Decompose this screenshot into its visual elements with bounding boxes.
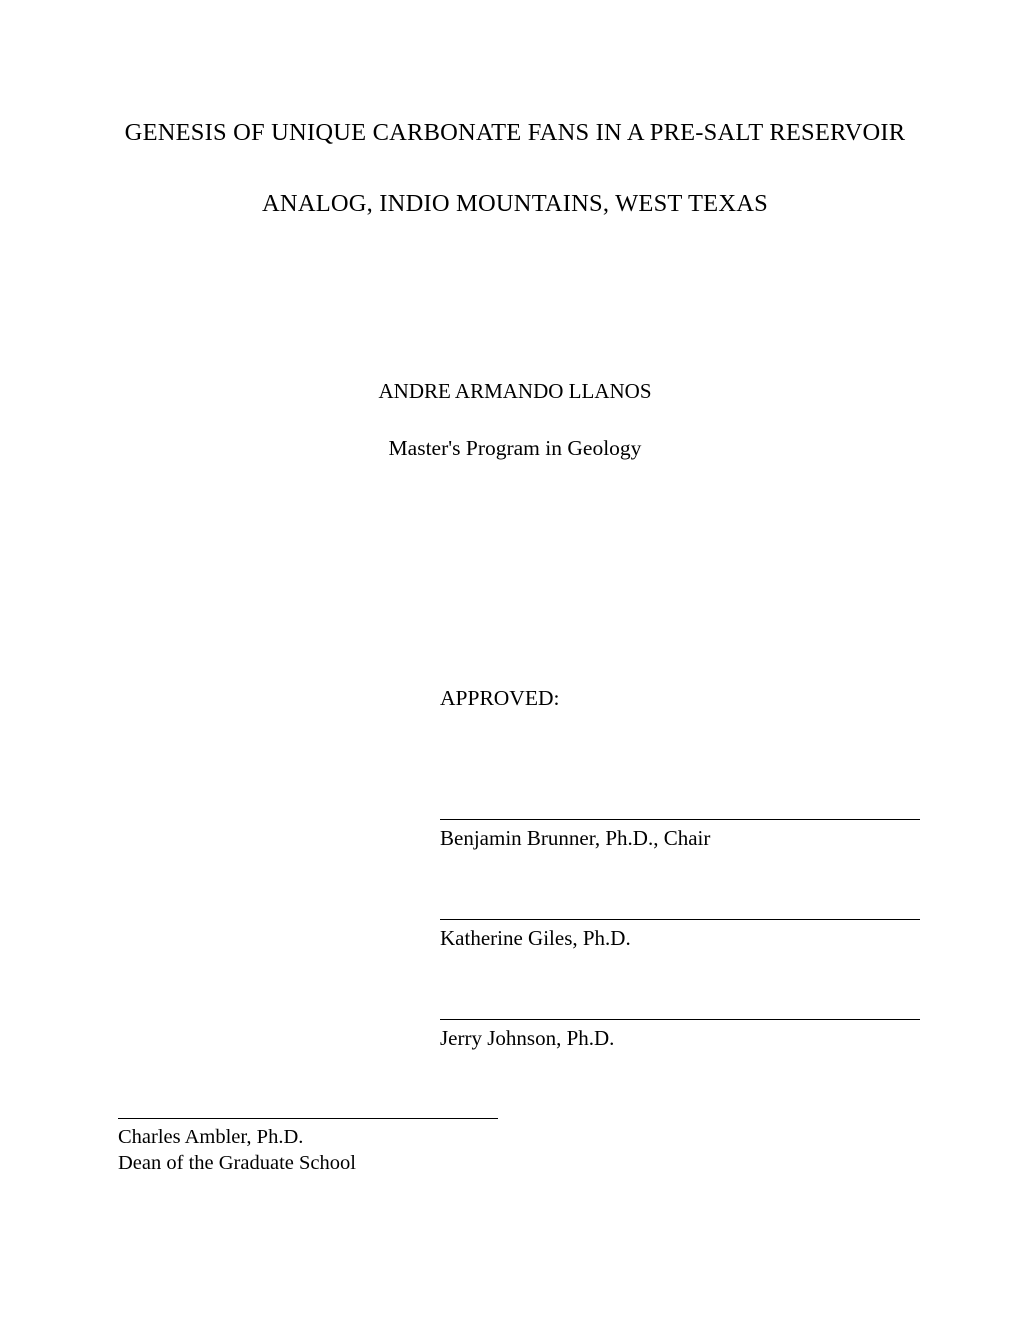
program-name: Master's Program in Geology — [120, 436, 910, 461]
signature-line-member-2: Jerry Johnson, Ph.D. — [440, 1019, 920, 1051]
thesis-title-line1: GENESIS OF UNIQUE CARBONATE FANS IN A PR… — [120, 118, 910, 147]
approval-block: APPROVED: Benjamin Brunner, Ph.D., Chair… — [120, 686, 910, 1051]
dean-name: Charles Ambler, Ph.D. — [118, 1124, 498, 1150]
author-name: ANDRE ARMANDO LLANOS — [120, 379, 910, 404]
approved-label: APPROVED: — [440, 686, 910, 711]
signature-line-member-1: Katherine Giles, Ph.D. — [440, 919, 920, 951]
dean-block: Charles Ambler, Ph.D. Dean of the Gradua… — [118, 1118, 498, 1176]
thesis-title-line2: ANALOG, INDIO MOUNTAINS, WEST TEXAS — [120, 189, 910, 218]
dean-signature-line: Charles Ambler, Ph.D. Dean of the Gradua… — [118, 1118, 498, 1176]
dean-title: Dean of the Graduate School — [118, 1150, 498, 1176]
author-block: ANDRE ARMANDO LLANOS Master's Program in… — [120, 379, 910, 461]
signature-line-chair: Benjamin Brunner, Ph.D., Chair — [440, 819, 920, 851]
thesis-approval-page: GENESIS OF UNIQUE CARBONATE FANS IN A PR… — [0, 0, 1020, 1320]
